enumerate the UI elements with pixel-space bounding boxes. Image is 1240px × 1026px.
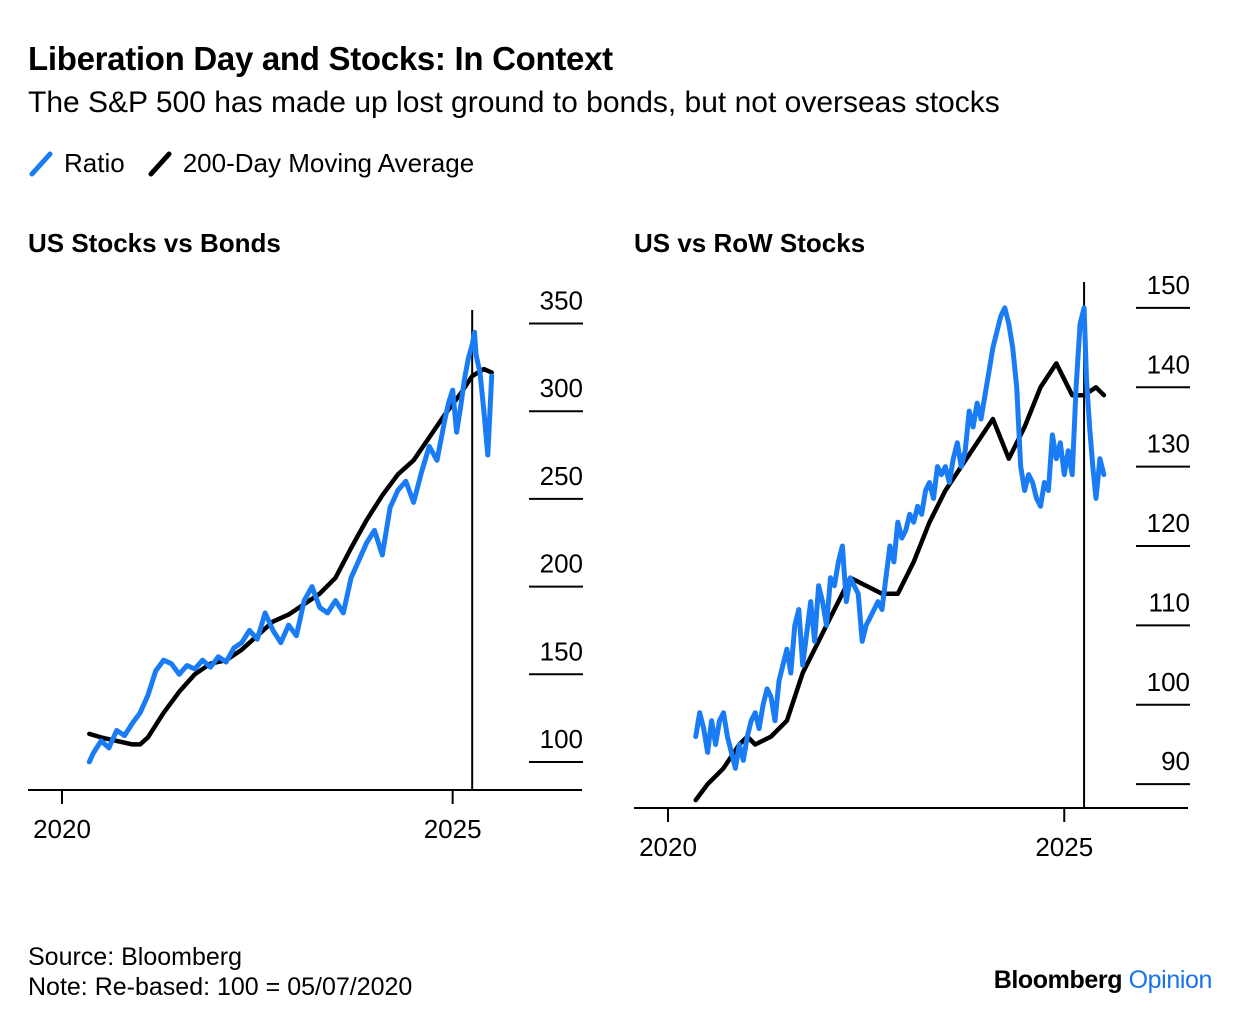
page-title: Liberation Day and Stocks: In Context bbox=[28, 40, 613, 77]
legend-item-ratio: Ratio bbox=[28, 148, 125, 179]
x-tick-label: 2025 bbox=[424, 814, 482, 844]
source-note: Source: Bloomberg bbox=[28, 943, 243, 971]
moving-average-series-line bbox=[693, 361, 1107, 803]
legend-swatch-ratio-icon bbox=[29, 151, 53, 176]
y-tick-label: 150 bbox=[540, 636, 583, 666]
chart-title-us-vs-row-stocks: US vs RoW Stocks bbox=[634, 228, 866, 258]
y-tick-label: 120 bbox=[1147, 508, 1190, 538]
chart-us-vs-row-stocks: 90 100 110 120 130 140 150 2020 2025 bbox=[634, 270, 1190, 862]
x-tick-label: 2025 bbox=[1035, 832, 1093, 862]
y-tick-label: 110 bbox=[1149, 587, 1190, 617]
y-tick-label: 250 bbox=[540, 461, 583, 491]
x-tick-label: 2020 bbox=[33, 814, 91, 844]
footer: Source: Bloomberg Note: Re-based: 100 = … bbox=[28, 942, 412, 1002]
brand-logo: Bloomberg Opinion bbox=[993, 966, 1213, 995]
legend-label-moving-average: 200-Day Moving Average bbox=[182, 148, 475, 178]
y-tick-label: 300 bbox=[540, 373, 583, 403]
ratio-series-line bbox=[86, 329, 495, 765]
legend-swatch-moving-average-icon bbox=[148, 151, 172, 176]
ratio-series-line bbox=[693, 305, 1107, 771]
legend-item-moving-average: 200-Day Moving Average bbox=[147, 148, 474, 179]
y-tick-label: 150 bbox=[1147, 270, 1190, 300]
rebase-note: Note: Re-based: 100 = 05/07/2020 bbox=[28, 973, 413, 1001]
y-tick-label: 200 bbox=[540, 549, 583, 579]
y-tick-label: 100 bbox=[540, 724, 583, 754]
x-tick-label: 2020 bbox=[639, 832, 697, 862]
chart-us-stocks-vs-bonds: 100 150 200 250 300 350 2020 2025 bbox=[28, 286, 583, 844]
brand-accent: Opinion bbox=[1128, 966, 1213, 994]
page-subtitle: The S&P 500 has made up lost ground to b… bbox=[28, 86, 1000, 119]
y-tick-label: 90 bbox=[1161, 746, 1190, 776]
brand-main: Bloomberg bbox=[993, 966, 1123, 994]
y-tick-label: 350 bbox=[540, 286, 583, 316]
y-tick-label: 100 bbox=[1147, 667, 1190, 697]
y-tick-label: 140 bbox=[1147, 349, 1190, 379]
chart-title-us-stocks-vs-bonds: US Stocks vs Bonds bbox=[28, 228, 281, 258]
legend-label-ratio: Ratio bbox=[64, 148, 125, 178]
y-tick-label: 130 bbox=[1147, 429, 1190, 459]
moving-average-series-line bbox=[87, 366, 494, 747]
legend: Ratio 200-Day Moving Average bbox=[28, 148, 496, 179]
